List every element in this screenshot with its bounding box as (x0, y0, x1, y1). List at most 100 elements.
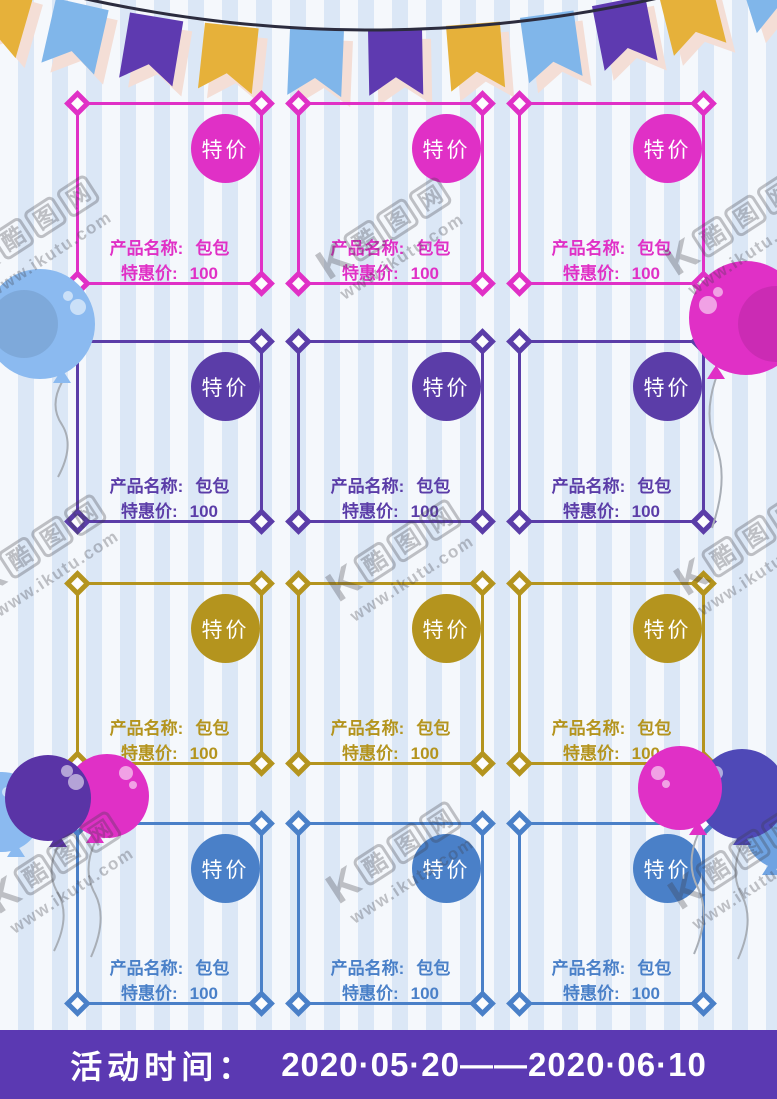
product-name-value: 包包 (416, 959, 451, 978)
product-name-value: 包包 (195, 719, 230, 738)
product-price-line: 特惠价: 100 (79, 981, 260, 1006)
special-price-badge: 特价 (633, 352, 702, 421)
product-name-value: 包包 (416, 477, 451, 496)
corner-diamond (469, 570, 496, 597)
badge-label: 特价 (201, 618, 250, 642)
card-text: 产品名称: 包包 特惠价: 100 (300, 474, 481, 524)
product-price-line: 特惠价: 100 (300, 499, 481, 524)
footer-dates: 2020·05·20——2020·06·10 (281, 1045, 707, 1083)
product-name-line: 产品名称: 包包 (521, 716, 702, 741)
product-price-value: 100 (189, 744, 219, 763)
card-text: 产品名称: 包包 特惠价: 100 (79, 236, 260, 286)
bunting-flag (197, 22, 259, 95)
corner-diamond (506, 90, 533, 117)
product-card-r1-c3: 特价 产品名称: 包包 特惠价: 100 (506, 90, 717, 297)
corner-diamond (506, 570, 533, 597)
corner-diamond (690, 810, 717, 837)
bunting-banner (0, 0, 777, 108)
product-price-value: 100 (410, 502, 440, 521)
product-name-value: 包包 (195, 477, 230, 496)
product-price-label: 特惠价: (341, 984, 399, 1003)
product-price-line: 特惠价: 100 (79, 499, 260, 524)
special-price-badge: 特价 (191, 594, 260, 663)
product-name-label: 产品名称: (109, 959, 184, 978)
badge-label: 特价 (201, 138, 250, 162)
special-price-badge: 特价 (191, 834, 260, 903)
bunting-flag (592, 0, 658, 71)
corner-diamond (248, 90, 275, 117)
product-name-line: 产品名称: 包包 (521, 474, 702, 499)
special-price-badge: 特价 (633, 834, 702, 903)
product-price-label: 特惠价: (120, 264, 178, 283)
product-card-r2-c1: 特价产品名称: 包包特惠价: 100 (64, 328, 275, 535)
product-price-value: 100 (410, 264, 440, 283)
product-name-label: 产品名称: (109, 719, 184, 738)
product-price-label: 特惠价: (120, 744, 178, 763)
card-text: 产品名称: 包包 特惠价: 100 (521, 716, 702, 766)
product-name-label: 产品名称: (551, 719, 626, 738)
corner-diamond (248, 570, 275, 597)
bunting-flag (0, 0, 34, 59)
card-text: 产品名称: 包包 特惠价: 100 (79, 716, 260, 766)
special-price-badge: 特价 (191, 114, 260, 183)
product-name-line: 产品名称: 包包 (521, 236, 702, 261)
product-name-value: 包包 (637, 239, 672, 258)
badge-label: 特价 (201, 376, 250, 400)
product-price-label: 特惠价: (562, 502, 620, 521)
product-card-r2-c3: 特价产品名称: 包包 特惠价: 100 (506, 328, 717, 535)
product-name-label: 产品名称: (330, 719, 405, 738)
product-name-line: 产品名称: 包包 (300, 236, 481, 261)
product-name-value: 包包 (637, 959, 672, 978)
corner-diamond (248, 810, 275, 837)
badge-label: 特价 (422, 858, 471, 882)
corner-diamond (506, 810, 533, 837)
product-card-r2-c2: 特价 产品名称: 包包 特惠价: 100 (285, 328, 496, 535)
product-price-value: 100 (631, 502, 661, 521)
corner-diamond (285, 570, 312, 597)
footer-label: 活动时间： (70, 1048, 256, 1085)
bunting-flag (520, 10, 583, 84)
product-price-line: 特惠价: 100 (79, 261, 260, 286)
bunting-flag (287, 28, 344, 98)
bunting-flag (446, 21, 506, 92)
corner-diamond (64, 90, 91, 117)
badge-label: 特价 (643, 858, 692, 882)
special-price-badge: 特价 (412, 352, 481, 421)
product-card-r3-c1: 特价产品名称: 包包 特惠价: 100 (64, 570, 275, 777)
corner-diamond (285, 90, 312, 117)
product-price-line: 特惠价: 100 (521, 499, 702, 524)
product-price-line: 特惠价: 100 (79, 741, 260, 766)
special-price-badge: 特价 (633, 594, 702, 663)
corner-diamond (64, 570, 91, 597)
product-price-value: 100 (631, 264, 661, 283)
card-text: 产品名称: 包包 特惠价: 100 (300, 236, 481, 286)
product-price-label: 特惠价: (120, 502, 178, 521)
product-price-line: 特惠价: 100 (300, 741, 481, 766)
product-name-label: 产品名称: (109, 239, 184, 258)
product-name-line: 产品名称: 包包 (79, 474, 260, 499)
product-price-label: 特惠价: (562, 264, 620, 283)
product-name-value: 包包 (637, 477, 672, 496)
product-price-value: 100 (631, 744, 661, 763)
product-name-value: 包包 (195, 959, 230, 978)
product-name-value: 包包 (637, 719, 672, 738)
bunting-flag (737, 0, 777, 34)
corner-diamond (285, 810, 312, 837)
corner-diamond (506, 328, 533, 355)
product-card-r4-c1: 特价产品名称: 包包特惠价: 100 (64, 810, 275, 1017)
product-name-label: 产品名称: (551, 477, 626, 496)
corner-diamond (690, 90, 717, 117)
product-name-line: 产品名称: 包包 (79, 716, 260, 741)
product-name-value: 包包 (416, 719, 451, 738)
bunting-flag (41, 0, 109, 75)
corner-diamond (248, 328, 275, 355)
badge-label: 特价 (422, 138, 471, 162)
product-name-value: 包包 (416, 239, 451, 258)
product-price-value: 100 (189, 502, 219, 521)
product-name-label: 产品名称: (551, 239, 626, 258)
product-name-line: 产品名称: 包包 (79, 956, 260, 981)
corner-diamond (469, 328, 496, 355)
product-price-value: 100 (189, 264, 219, 283)
